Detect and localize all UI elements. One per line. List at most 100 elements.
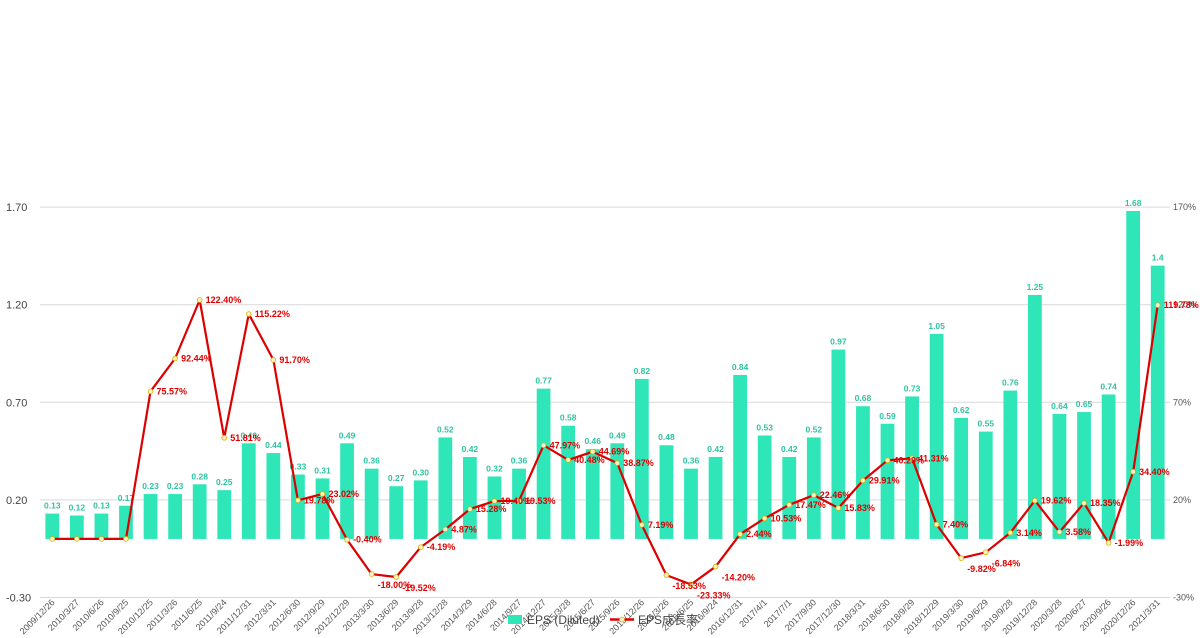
y-right-tick-label: 120% [1173,300,1196,310]
eps-bar-label: 0.58 [560,413,577,423]
growth-rate-label: 40.29% [894,455,925,465]
eps-bar [512,468,526,539]
growth-rate-point [761,515,768,522]
growth-rate-label: 15.83% [844,503,875,513]
eps-bar [487,476,502,539]
growth-rate-point [221,435,228,441]
y-right-tick-label: 20% [1173,495,1191,505]
growth-rate-label: 47.97% [550,440,581,450]
y-right-tick-label: -30% [1173,593,1194,603]
growth-rate-point [147,388,154,395]
eps-bar-label: 0.48 [658,432,675,442]
growth-rate-label: 15.28% [476,504,507,514]
growth-rate-label: 3.58% [1065,527,1091,537]
bar-data-labels: 0.13 0.12 0.13 0.17 0.23 0.23 0.28 0.25 0.49 0.44… [44,198,1164,513]
growth-rate-point [393,574,399,580]
eps-bar-label: 0.31 [314,465,331,475]
eps-bar-label: 0.49 [609,430,626,440]
eps-bar-label: 0.36 [363,456,380,466]
eps-bar-label: 0.33 [290,462,307,472]
growth-rate-label: 40.48% [574,455,605,465]
eps-bar [831,349,846,539]
eps-bar-label: 0.64 [1051,401,1068,411]
eps-bar-label: 1.4 [1152,253,1164,263]
eps-bar [782,456,797,539]
growth-rate-label: 115.22% [255,309,290,319]
growth-rate-label: 38.87% [623,458,654,468]
eps-bar [45,513,60,539]
eps-bar-label: 0.30 [412,467,429,477]
growth-rate-label: 119.78% [1164,300,1199,310]
growth-rate-point [49,536,56,542]
eps-bar [1077,412,1091,539]
eps-bar [389,486,404,539]
growth-rate-label: -14.20% [722,573,756,583]
growth-rate-label: -18.53% [672,581,706,591]
growth-rate-point [884,457,891,464]
eps-bar [733,374,747,539]
eps-bar-label: 0.59 [879,411,896,421]
growth-rate-point [1007,530,1014,536]
eps-bar-label: 0.13 [44,501,61,511]
growth-rate-label: 29.91% [869,476,900,486]
growth-rate-point [933,521,940,528]
line-series [49,297,1161,588]
growth-rate-point [246,311,252,317]
growth-rate-point [614,460,621,466]
growth-rate-label: 22.46% [820,490,851,500]
growth-rate-line [52,298,1159,586]
growth-rate-point [958,555,964,561]
growth-rate-label: 91.70% [279,355,310,365]
growth-rate-point [1081,500,1087,506]
eps-bar [168,494,182,539]
growth-rate-label: 4.87% [451,524,477,534]
growth-rate-point [540,442,547,449]
eps-bar [1052,414,1067,539]
eps-bar [634,378,649,539]
growth-rate-label: 18.35% [1090,498,1121,508]
growth-rate-point [172,355,178,362]
eps-bar [315,478,330,539]
eps-bar-label: 0.74 [1100,381,1117,391]
growth-rate-label: 34.40% [1139,467,1170,477]
growth-rate-point [270,357,277,363]
growth-rate-label: 3.14% [1016,528,1042,538]
eps-bar-label: 0.84 [732,362,749,372]
growth-rate-point [74,536,80,542]
y-right-tick-label: 170% [1173,202,1196,212]
eps-bar-label: 0.36 [511,456,528,466]
eps-bar [708,456,723,539]
eps-bar [1028,294,1042,539]
growth-rate-label: 19.78% [304,495,335,505]
eps-bar-label: 0.28 [191,471,208,481]
eps-bar-label: 0.42 [462,444,479,454]
y-left-tick-label: -0.30 [6,593,31,605]
growth-rate-label: 2.44% [746,529,772,539]
growth-rate-label: -4.19% [427,542,456,552]
growth-rate-point [811,492,817,498]
growth-rate-label: -18.00% [378,580,412,590]
growth-rate-label: 7.40% [943,519,969,529]
growth-rate-point [860,477,866,484]
growth-rate-point [417,544,424,550]
eps-bar [1126,211,1141,539]
eps-bar [69,515,84,539]
eps-bar [413,480,428,539]
eps-bar-label: 0.44 [265,440,282,450]
eps-bar [241,443,256,539]
growth-rate-point [1105,540,1112,546]
growth-rate-point [442,526,449,533]
growth-rate-point [98,536,105,542]
growth-rate-point [712,563,719,570]
growth-rate-label: -9.82% [967,564,996,574]
eps-bar-label: 0.12 [69,503,86,513]
eps-bar [659,445,674,539]
eps-bar [364,468,379,539]
growth-rate-label: 92.44% [181,353,212,363]
eps-bar [880,423,895,539]
growth-rate-point [1056,529,1063,535]
eps-bar-label: 0.17 [118,493,135,503]
growth-rate-label: 41.31% [918,453,949,463]
eps-bar-label: 0.42 [781,444,798,454]
